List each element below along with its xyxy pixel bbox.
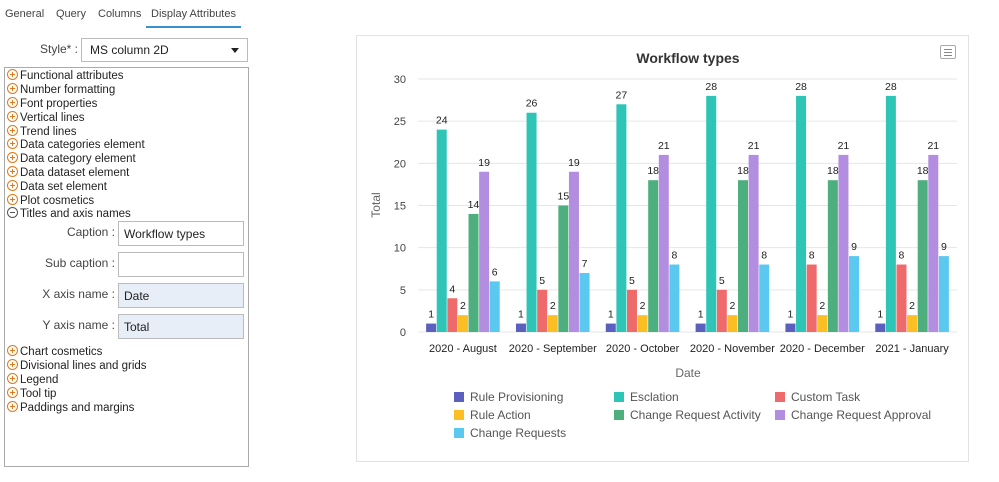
expand-plus-icon	[7, 373, 18, 384]
tree-item-number-formatting[interactable]: Number formatting	[7, 83, 115, 97]
xaxis-name-label: X axis name :	[42, 287, 115, 301]
yaxis-name-label: Y axis name :	[42, 318, 115, 332]
tab-bar: General Query Columns Display Attributes	[0, 0, 260, 30]
caption-input[interactable]: Workflow types	[118, 221, 244, 246]
tree-item-font-properties[interactable]: Font properties	[7, 97, 97, 111]
yaxis-name-input[interactable]: Total	[118, 314, 244, 339]
tree-item-plot-cosmetics[interactable]: Plot cosmetics	[7, 194, 94, 208]
tab-display-attributes[interactable]: Display Attributes	[151, 8, 236, 20]
expand-plus-icon	[7, 97, 18, 108]
tree-item-data-dataset-element[interactable]: Data dataset element	[7, 166, 129, 180]
expand-plus-icon	[7, 194, 18, 205]
tree-item-vertical-lines[interactable]: Vertical lines	[7, 111, 85, 125]
expand-plus-icon	[7, 152, 18, 163]
subcaption-input[interactable]	[118, 252, 244, 277]
expand-plus-icon	[7, 83, 18, 94]
caption-label: Caption :	[66, 225, 115, 239]
style-row: Style* : MS column 2D	[0, 38, 250, 62]
expand-plus-icon	[7, 180, 18, 191]
expand-plus-icon	[7, 401, 18, 412]
expand-plus-icon	[7, 345, 18, 356]
tab-general[interactable]: General	[5, 8, 45, 20]
expand-plus-icon	[7, 138, 18, 149]
chevron-down-icon	[231, 48, 239, 53]
active-tab-indicator	[146, 26, 241, 28]
attributes-tree: Functional attributes Number formatting …	[4, 67, 249, 467]
style-label: Style* :	[40, 42, 79, 56]
style-select-value: MS column 2D	[90, 43, 169, 57]
tree-item-titles-and-axis-names[interactable]: Titles and axis names	[7, 207, 131, 221]
tree-item-paddings-and-margins[interactable]: Paddings and margins	[7, 401, 134, 415]
style-select[interactable]: MS column 2D	[81, 38, 248, 62]
tree-item-data-set-element[interactable]: Data set element	[7, 180, 107, 194]
tree-item-divisional-lines-and-grids[interactable]: Divisional lines and grids	[7, 359, 147, 373]
tree-item-data-category-element[interactable]: Data category element	[7, 152, 136, 166]
tab-columns[interactable]: Columns	[98, 8, 142, 20]
chart-menu-icon[interactable]	[940, 45, 956, 59]
expand-plus-icon	[7, 69, 18, 80]
expand-plus-icon	[7, 166, 18, 177]
tree-item-legend[interactable]: Legend	[7, 373, 58, 387]
xaxis-name-input[interactable]: Date	[118, 283, 244, 308]
expand-plus-icon	[7, 387, 18, 398]
tree-item-functional-attributes[interactable]: Functional attributes	[7, 69, 124, 83]
chart-card	[356, 35, 969, 462]
tree-item-data-categories-element[interactable]: Data categories element	[7, 138, 145, 152]
tab-query[interactable]: Query	[56, 8, 86, 20]
tree-item-trend-lines[interactable]: Trend lines	[7, 125, 76, 139]
collapse-minus-icon	[7, 207, 18, 218]
tree-item-tool-tip[interactable]: Tool tip	[7, 387, 56, 401]
expand-plus-icon	[7, 125, 18, 136]
tree-item-chart-cosmetics[interactable]: Chart cosmetics	[7, 345, 102, 359]
expand-plus-icon	[7, 111, 18, 122]
subcaption-label: Sub caption :	[44, 256, 115, 270]
expand-plus-icon	[7, 359, 18, 370]
